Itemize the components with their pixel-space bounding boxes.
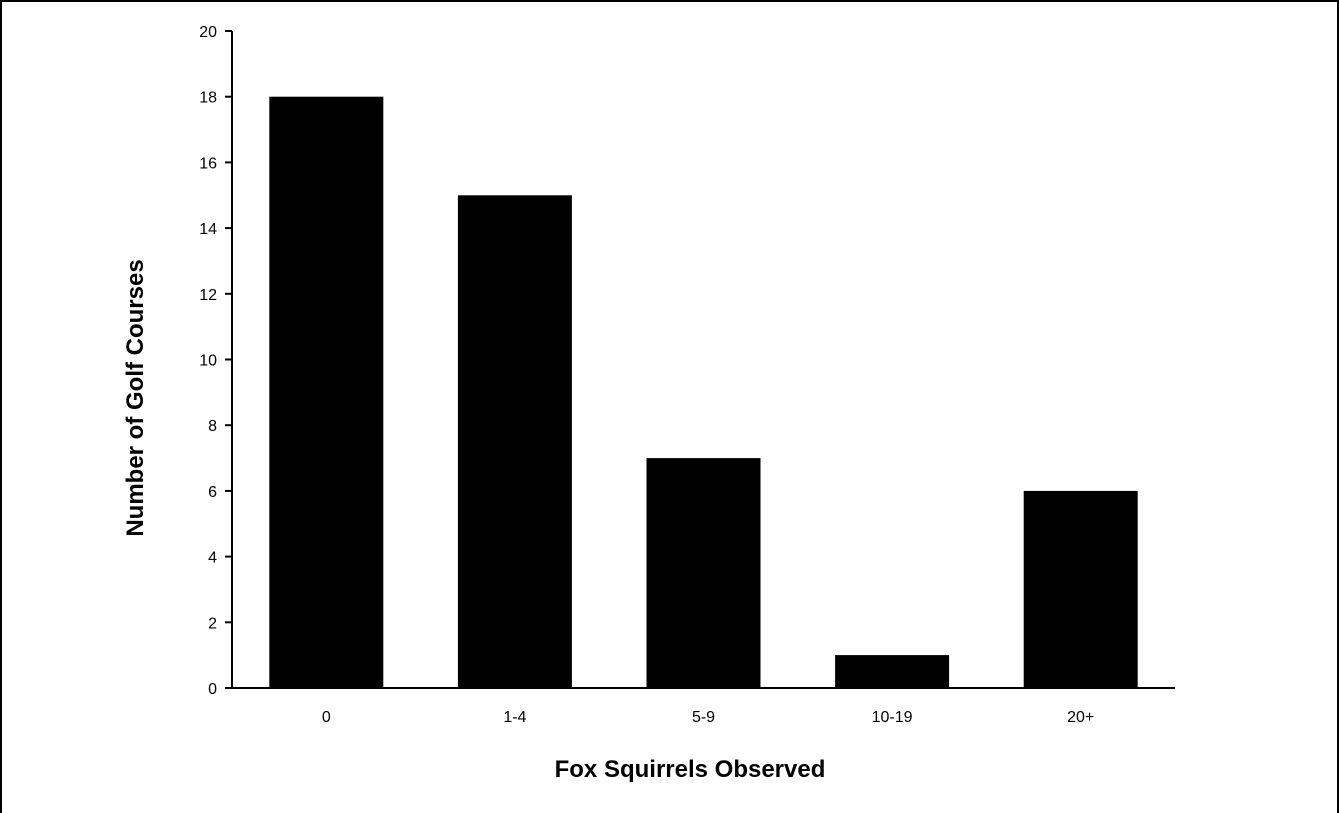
y-tick-label: 10 (199, 353, 217, 370)
y-tick-label: 6 (208, 484, 217, 501)
y-tick-label: 2 (208, 615, 217, 632)
y-tick-label: 20 (199, 24, 217, 41)
y-tick-label: 8 (208, 418, 217, 435)
x-tick-label: 10-19 (872, 709, 913, 726)
y-axis-title: Number of Golf Courses (122, 259, 149, 536)
y-axis: 0 2 4 6 8 10 12 14 16 18 20 (199, 24, 233, 698)
bar-0 (269, 96, 384, 688)
y-tick-label: 16 (199, 155, 217, 172)
x-tick-label: 1-4 (503, 709, 526, 726)
y-tick-label: 4 (208, 550, 217, 567)
x-tick-label: 20+ (1067, 709, 1094, 726)
y-tick-label: 0 (208, 681, 217, 698)
bars-group (269, 96, 1138, 689)
y-tick-label: 14 (199, 221, 217, 238)
y-tick-label: 18 (199, 90, 217, 107)
x-axis: 0 1-4 5-9 10-19 20+ (232, 687, 1175, 726)
x-tick-label: 0 (322, 709, 331, 726)
y-tick-label: 12 (199, 287, 217, 304)
bar-1-4 (457, 195, 572, 689)
bar-10-19 (835, 655, 950, 688)
bar-20+ (1023, 490, 1138, 688)
bar-5-9 (646, 458, 761, 688)
x-tick-label: 5-9 (692, 709, 715, 726)
x-axis-title: Fox Squirrels Observed (555, 756, 826, 783)
